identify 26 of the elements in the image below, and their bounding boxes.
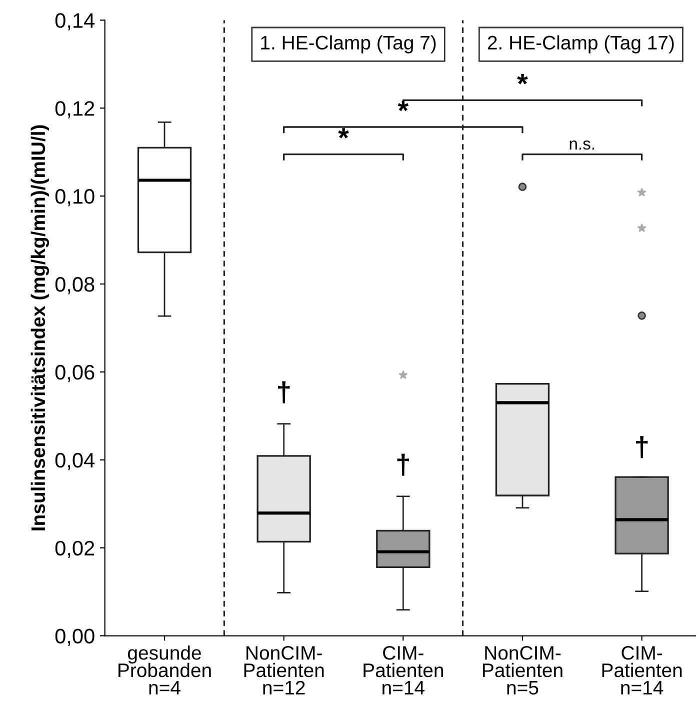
x-tick-label: NonCIM- Patienten n=12 (244, 646, 324, 694)
annotation: † (278, 381, 290, 404)
annotation: n.s. (570, 140, 594, 150)
point (637, 188, 646, 196)
annotation: * (517, 74, 528, 84)
y-axis-title: Insulinsensitivitätsindex (mg/kg/min)/(mIU/l) (30, 125, 50, 530)
annotation: † (397, 454, 410, 476)
annotation: † (636, 436, 648, 458)
point (398, 370, 408, 379)
y-tick-label: 0,04 (55, 452, 95, 470)
y-tick-label: 0,10 (55, 189, 94, 206)
annotation: * (338, 128, 349, 138)
y-tick-label: 0,12 (55, 101, 94, 118)
annotation: 2. HE-Clamp (Tag 17) (488, 35, 674, 54)
x-tick-label: NonCIM- Patienten n=5 (483, 646, 562, 695)
annotation: * (398, 100, 409, 112)
y-tick-label: 0,02 (55, 540, 94, 558)
y-tick-label: 0,00 (55, 628, 94, 646)
x-tick-label: CIM- Patienten n=14 (602, 646, 682, 694)
y-tick-label: 0,08 (55, 276, 94, 294)
annotation: 1. HE-Clamp (Tag 7) (261, 35, 436, 54)
x-tick-label: CIM- Patienten n=14 (364, 646, 443, 694)
x-tick-label: gesunde Probanden n=4 (118, 645, 211, 694)
point (637, 224, 646, 232)
y-tick-label: 0,06 (55, 364, 94, 382)
y-tick-label: 0,14 (55, 13, 95, 30)
